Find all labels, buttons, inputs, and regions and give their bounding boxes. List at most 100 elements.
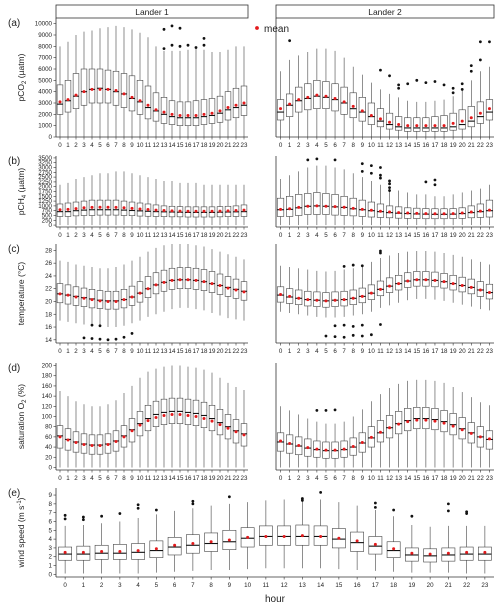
panel-c-y-tick-label-2: 18 xyxy=(45,311,52,318)
panel-d-facet-2-mean-7 xyxy=(342,447,346,451)
panel-e-mean-21 xyxy=(446,551,450,555)
panel-d-facet-1-x-tick-label-14: 14 xyxy=(169,475,176,482)
panel-c-facet-1-x-tick-label-22: 22 xyxy=(233,348,240,355)
panel-c-facet-1-x-tick-label-6: 6 xyxy=(106,348,110,355)
panel-c-facet-1-mean-4 xyxy=(90,298,94,302)
panel-c-facet-2-x-tick-label-18: 18 xyxy=(441,348,448,355)
panel-d-y-axis-label-sub: 2 xyxy=(22,399,28,403)
panel-c-facet-1-x-tick-label-8: 8 xyxy=(122,348,126,355)
panel-e-x-tick-label-19: 19 xyxy=(408,582,415,589)
panel-b-facet-1-mean-4 xyxy=(90,205,94,209)
panel-b-facet-1-mean-13 xyxy=(162,208,166,212)
panel-d-facet-2-mean-15 xyxy=(415,418,419,422)
panel-a-y-tick-label-0: 0 xyxy=(49,134,53,141)
panel-c-facet-1-mean-17 xyxy=(194,278,198,282)
panel-b-y-tick-label-11: 2750 xyxy=(38,169,52,176)
panel-e-mean-11 xyxy=(264,534,268,538)
panel-e-mean-0 xyxy=(63,550,67,554)
panel-a-facet-1: 0 1 2 3 4 5 6 7 8 9 10 11 12 13 14 15 16 17 18 19 20 21 22 23 xyxy=(56,24,248,149)
panel-d-facet-2: 0 1 2 3 4 5 6 7 8 9 10 11 12 13 14 15 16 17 18 19 20 21 22 23 xyxy=(275,363,494,482)
panel-a-facet-1-x-tick-label-15: 15 xyxy=(177,142,184,149)
panel-c-facet-1-mean-9 xyxy=(130,295,134,299)
panel-c-facet-2-x-tick-label-3: 3 xyxy=(306,348,310,355)
panel-e-mean-6 xyxy=(173,543,177,547)
panel-a-facet-2-x-tick-label-20: 20 xyxy=(459,142,466,149)
panel-e-x-tick-label-5: 5 xyxy=(155,582,159,589)
panel-d-facet-2-box-14 xyxy=(404,408,412,432)
panel-c-facet-2-outlier-3 xyxy=(342,335,346,339)
panel-c-y-axis-label-main: temperature (°C) xyxy=(16,262,26,326)
panel-d-facet-1-x-tick-label-18: 18 xyxy=(201,475,208,482)
panel-a-facet-1-outlier-6 xyxy=(202,37,206,40)
panel-a-y-tick-label-4: 4000 xyxy=(38,89,52,96)
panel-e-x-tick-label-0: 0 xyxy=(63,582,67,589)
panel-a-facet-2-x-tick-label-23: 23 xyxy=(486,142,493,149)
panel-c-facet-2-mean-17 xyxy=(433,278,437,282)
panel-b-facet-2-x-tick-label-22: 22 xyxy=(477,232,484,239)
panel-e-mean-15 xyxy=(337,536,341,540)
panel-c-facet-2-x-tick-label-2: 2 xyxy=(297,348,301,355)
panel-b-facet-2-outlier-6 xyxy=(369,171,373,175)
panel-b-y-tick-label-1: 250 xyxy=(42,217,53,224)
panel-b-facet-2-outlier-4 xyxy=(360,169,364,173)
panel-b-facet-2-x-tick-label-21: 21 xyxy=(468,232,475,239)
panel-d-facet-2-mean-16 xyxy=(424,418,428,422)
panel-b-y-tick-label-14: 3500 xyxy=(38,155,52,162)
panel-e-x-tick-label-18: 18 xyxy=(390,582,397,589)
panel-b-facet-1-x-tick-label-15: 15 xyxy=(177,232,184,239)
panel-c-facet-1-x-tick-label-19: 19 xyxy=(209,348,216,355)
panel-b-facet-2-outlier-2 xyxy=(333,158,337,162)
panel-e-mean-5 xyxy=(154,547,158,551)
panel-e-mean-3 xyxy=(118,549,122,553)
panel-c-facet-2-mean-3 xyxy=(306,298,310,302)
panel-b-facet-1-x-tick-label-20: 20 xyxy=(217,232,224,239)
panel-c-facet-1-box-14 xyxy=(168,267,176,290)
panel-e-mean-14 xyxy=(319,534,323,538)
panel-c-facet-2-mean-5 xyxy=(324,299,328,303)
panel-a-facet-2-outlier-2 xyxy=(388,74,391,78)
panel-c-facet-1-x-tick-label-17: 17 xyxy=(193,348,200,355)
panel-c-facet-2-x-tick-label-16: 16 xyxy=(422,348,429,355)
panel-c-facet-2-mean-23 xyxy=(487,291,491,295)
panel-b-facet-2-mean-6 xyxy=(333,205,337,209)
panel-a-facet-1-outlier-9 xyxy=(162,47,166,50)
panel-c-facet-1-mean-14 xyxy=(170,278,174,282)
panel-b-facet-2-outlier-13 xyxy=(388,189,391,192)
panel-a-facet-2-x-tick-label-15: 15 xyxy=(413,142,420,149)
panel-d-y-tick-label-6: 120 xyxy=(42,403,53,410)
panel-b-facet-2-outlier-1 xyxy=(315,157,319,161)
panel-b-facet-2-outlier-9 xyxy=(379,176,382,180)
panel-d-facet-2-mean-20 xyxy=(460,428,464,432)
panel-b-facet-1-mean-3 xyxy=(82,206,86,210)
panel-e-mean-22 xyxy=(465,550,469,554)
panel-d-facet-1-x-tick-label-21: 21 xyxy=(225,475,232,482)
panel-d-facet-2-x-tick-label-10: 10 xyxy=(368,475,375,482)
panel-b-facet-2-box-1 xyxy=(286,195,294,217)
panel-c-facet-1-outlier-0 xyxy=(82,336,86,340)
panel-c-facet-1-mean-8 xyxy=(122,298,126,302)
panel-a-facet-2-outlier-15 xyxy=(469,64,473,67)
panel-d-facet-2-mean-21 xyxy=(469,431,473,435)
panel-d-facet-1-mean-22 xyxy=(234,430,238,434)
panel-a-facet-2-mean-23 xyxy=(487,107,491,111)
panel-a-facet-1-mean-20 xyxy=(218,109,222,113)
panel-a-facet-2-mean-12 xyxy=(388,120,392,124)
panel-b-y-tick-label-0: 0 xyxy=(49,222,53,229)
panel-c-y-tick-label-4: 22 xyxy=(45,286,52,293)
panel-c-facet-2-mean-18 xyxy=(442,280,446,284)
panel-d-y-tick-label-9: 180 xyxy=(42,373,53,380)
panel-a-facet-1-mean-17 xyxy=(194,113,198,117)
panel-c-facet-1-box-11 xyxy=(144,276,152,298)
panel-b-facet-2-mean-14 xyxy=(406,211,410,215)
panel-d-facet-2-mean-4 xyxy=(315,447,319,451)
panel-a-facet-1-box-22 xyxy=(232,87,240,119)
panel-d-facet-2-mean-14 xyxy=(406,420,410,424)
panel-b-facet-2-box-5 xyxy=(322,193,330,215)
panel-b-facet-2-x-tick-label-4: 4 xyxy=(315,232,319,239)
panel-a-y-axis-label-sub: 2 xyxy=(22,80,28,84)
panel-a-facet-1-box-0 xyxy=(56,84,64,115)
panel-c-facet-2-x-tick-label-9: 9 xyxy=(361,348,365,355)
panel-a-y-tick-label-3: 3000 xyxy=(38,100,52,107)
panel-b-y-tick-label-10: 2500 xyxy=(38,174,52,181)
panel-d-y-tick-label-8: 160 xyxy=(42,383,53,390)
